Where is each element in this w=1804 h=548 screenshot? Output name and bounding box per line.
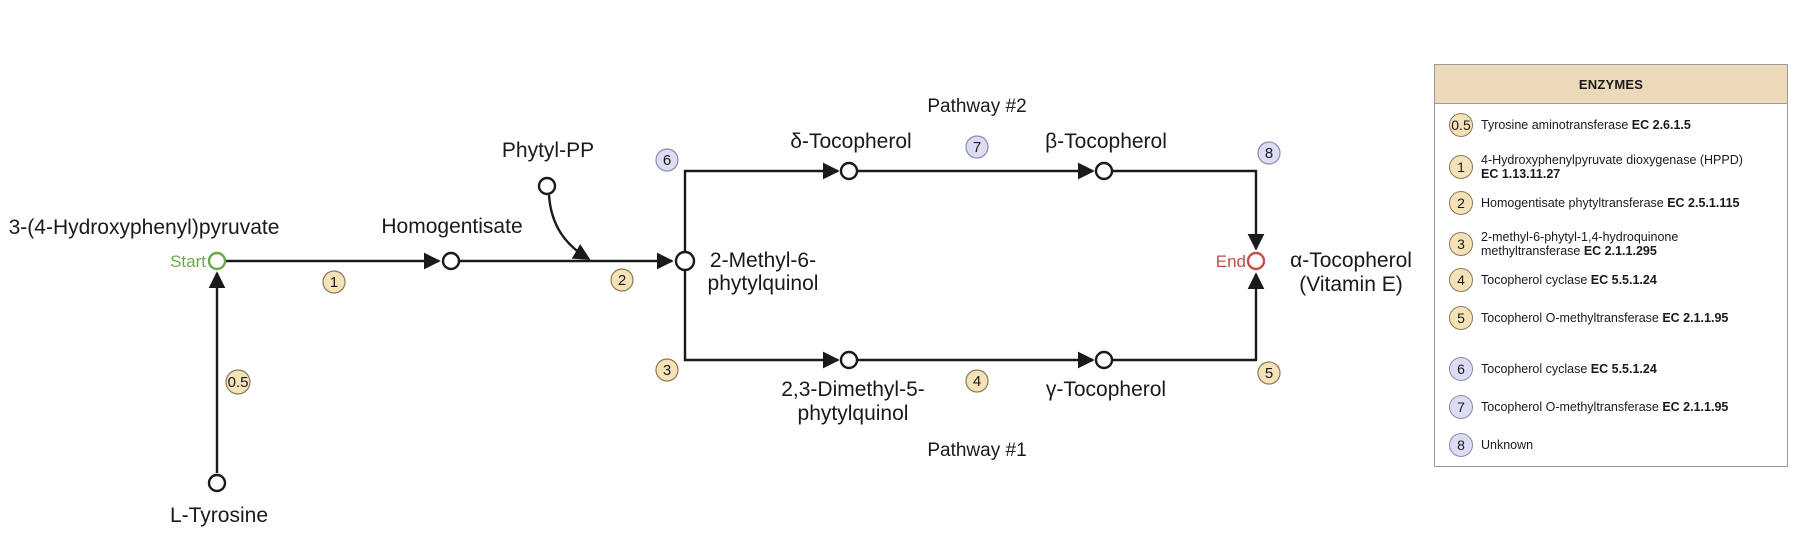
label-end: End [1216,252,1246,271]
svg-text:7: 7 [973,139,981,156]
node-gamma-tocopherol [1094,350,1114,370]
legend-badge: 4 [1449,268,1473,292]
legend-ec-number: EC 2.1.1.295 [1583,244,1657,258]
legend-badge: 5 [1449,306,1473,330]
label-pathway-2: Pathway #2 [927,96,1026,117]
label-beta-tocopherol: β-Tocopherol [1045,130,1167,153]
legend-enzyme-name: Tocopherol O-methyltransferase [1481,400,1659,414]
edge-methylphytylquinol-to-delta [683,162,840,251]
legend-badge: 3 [1449,232,1473,256]
legend-enzyme-name: Tocopherol cyclase [1481,362,1588,376]
legend-item-4: 4 Tocopherol cyclase EC 5.5.1.24 [1449,268,1779,292]
svg-text:4: 4 [973,373,981,390]
legend-item-8: 8 Unknown [1449,433,1779,457]
enzyme-badge-1: 1 [322,270,346,294]
node-start [207,251,227,271]
legend-badge: 0.5 [1449,113,1473,137]
legend-item-7: 7 Tocopherol O-methyltransferase EC 2.1.… [1449,395,1779,419]
label-methyl-phytylquinol-line2: phytylquinol [708,272,819,295]
svg-text:0.5: 0.5 [228,374,249,391]
svg-text:5: 5 [1265,365,1273,382]
edge-phytylpp-to-main [547,194,591,261]
enzyme-badge-5: 5 [1257,361,1281,385]
svg-text:3: 3 [663,362,671,379]
enzyme-badge-6: 6 [655,148,679,172]
legend-enzyme-name: 2-methyl-6-phytyl-1,4-hydroquinone [1481,230,1679,244]
legend-item-1: 1 4-Hydroxyphenylpyruvate dioxygenase (H… [1449,153,1779,181]
node-dimethyl-phytylquinol [839,350,859,370]
enzymes-legend: ENZYMES 0.5 Tyrosine aminotransferase EC… [1434,64,1788,467]
legend-badge: 8 [1449,433,1473,457]
label-dimethyl-phytylquinol-line1: 2,3-Dimethyl-5- [781,378,925,401]
enzyme-badge-8: 8 [1257,141,1281,165]
pathway-diagram: Start End 3-(4-Hydroxyphenyl)pyruvate L-… [9,96,1412,527]
node-l-tyrosine [207,473,227,493]
label-hydroxyphenylpyruvate: 3-(4-Hydroxyphenyl)pyruvate [9,216,280,239]
label-alpha-tocopherol-line2: (Vitamin E) [1299,273,1402,296]
legend-badge: 6 [1449,357,1473,381]
legend-enzyme-name: Unknown [1481,438,1534,452]
svg-text:8: 8 [1265,145,1273,162]
edge-methylphytylquinol-to-dimethyl [683,271,840,369]
legend-enzyme-name: 4-Hydroxyphenylpyruvate dioxygenase (HPP… [1481,153,1743,167]
legend-enzyme-name-cont: methyltransferase [1481,244,1581,258]
label-gamma-tocopherol: γ-Tocopherol [1046,378,1166,401]
node-phytyl-pp [537,176,557,196]
legend-enzyme-name: Tyrosine aminotransferase [1481,118,1629,132]
enzyme-badge-3: 3 [655,358,679,382]
legend-ec-number: EC 5.5.1.24 [1590,273,1657,287]
node-methyl-phytylquinol [674,250,696,272]
legend-badge: 7 [1449,395,1473,419]
legend-ec-number: EC 2.5.1.115 [1667,196,1740,210]
node-end [1246,251,1266,271]
legend-ec-number: EC 2.1.1.95 [1662,400,1729,414]
legend-badge: 2 [1449,191,1473,215]
legend-item-0-5: 0.5 Tyrosine aminotransferase EC 2.6.1.5 [1449,113,1779,137]
legend-enzyme-name: Tocopherol O-methyltransferase [1481,311,1659,325]
legend-item-3: 3 2-methyl-6-phytyl-1,4-hydroquinone meth… [1449,230,1779,258]
legend-enzyme-name: Tocopherol cyclase [1481,273,1588,287]
label-homogentisate: Homogentisate [381,215,522,238]
node-delta-tocopherol [839,161,859,181]
legend-item-5: 5 Tocopherol O-methyltransferase EC 2.1.… [1449,306,1779,330]
svg-text:6: 6 [663,152,671,169]
enzyme-badge-2: 2 [610,268,634,292]
label-phytyl-pp: Phytyl-PP [502,139,594,162]
label-start: Start [170,252,206,271]
legend-badge: 1 [1449,155,1473,179]
legend-ec-number: EC 2.6.1.5 [1631,118,1691,132]
legend-title: ENZYMES [1435,65,1787,104]
legend-ec-number: EC 2.1.1.95 [1662,311,1729,325]
legend-enzyme-name: Homogentisate phytyltransferase [1481,196,1664,210]
enzyme-badge-4: 4 [965,369,989,393]
legend-ec-number: EC 1.13.11.27 [1481,167,1561,181]
label-methyl-phytylquinol-line1: 2-Methyl-6- [710,249,816,272]
node-homogentisate [441,251,461,271]
legend-item-6: 6 Tocopherol cyclase EC 5.5.1.24 [1449,357,1779,381]
node-beta-tocopherol [1094,161,1114,181]
label-alpha-tocopherol-line1: α-Tocopherol [1290,249,1412,272]
edge-gamma-to-end [1113,272,1265,362]
legend-item-2: 2 Homogentisate phytyltransferase EC 2.5… [1449,191,1779,215]
svg-text:2: 2 [618,272,626,289]
edge-beta-to-end [1113,169,1265,251]
svg-text:1: 1 [330,274,338,291]
label-l-tyrosine: L-Tyrosine [170,504,268,527]
label-pathway-1: Pathway #1 [927,440,1026,461]
enzyme-badge-0-5: 0.5 [225,369,251,395]
label-dimethyl-phytylquinol-line2: phytylquinol [798,402,909,425]
label-delta-tocopherol: δ-Tocopherol [790,130,911,153]
legend-ec-number: EC 5.5.1.24 [1590,362,1657,376]
enzyme-badge-7: 7 [965,135,989,159]
